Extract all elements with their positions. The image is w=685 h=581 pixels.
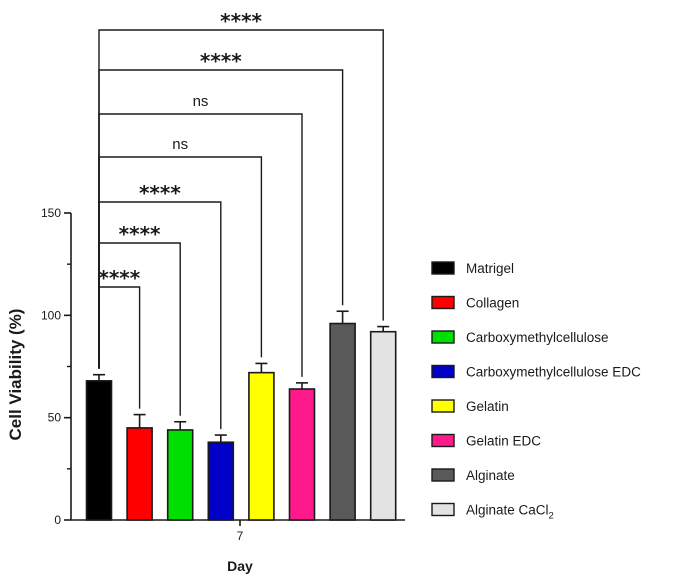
y-axis-title: Cell Viability (%) bbox=[6, 309, 25, 441]
bar bbox=[207, 441, 235, 521]
bar bbox=[288, 388, 316, 521]
legend-label: Collagen bbox=[466, 296, 519, 311]
x-axis-title: Day bbox=[227, 558, 253, 574]
significance-label: **** bbox=[119, 222, 161, 246]
bar bbox=[126, 427, 153, 521]
legend-swatch bbox=[431, 433, 455, 448]
legend-swatch bbox=[431, 364, 455, 379]
significance-bracket bbox=[98, 29, 384, 369]
legend-swatch bbox=[431, 261, 455, 275]
legend-swatch bbox=[431, 330, 455, 344]
legend-swatch bbox=[431, 468, 455, 482]
legend-label: Gelatin bbox=[466, 399, 509, 414]
bar bbox=[329, 322, 356, 521]
y-tick-label: 150 bbox=[41, 206, 61, 220]
significance-label: **** bbox=[220, 9, 262, 33]
y-tick-label: 100 bbox=[41, 308, 61, 322]
legend-label: Alginate CaCl2 bbox=[466, 503, 554, 522]
significance-label: **** bbox=[139, 181, 181, 205]
legend-label: Carboxymethylcellulose EDC bbox=[466, 365, 641, 380]
significance-label: **** bbox=[200, 49, 242, 73]
bar bbox=[248, 371, 275, 521]
significance-label: ns bbox=[193, 93, 209, 110]
legend-label: Carboxymethylcellulose bbox=[466, 330, 609, 345]
legend-swatch bbox=[431, 295, 455, 310]
legend-swatch bbox=[431, 502, 455, 517]
legend-swatch bbox=[431, 399, 455, 413]
legend-label: Alginate bbox=[466, 468, 515, 483]
bar bbox=[369, 330, 397, 521]
bar bbox=[166, 429, 194, 521]
legend-label: Matrigel bbox=[466, 261, 514, 276]
legend-label: Gelatin EDC bbox=[466, 434, 541, 449]
bar bbox=[85, 380, 113, 521]
y-tick-label: 0 bbox=[54, 513, 61, 527]
x-tick-label: 7 bbox=[237, 529, 244, 543]
significance-label: ns bbox=[172, 136, 188, 153]
significance-label: **** bbox=[98, 266, 140, 290]
y-tick-label: 50 bbox=[48, 411, 62, 425]
